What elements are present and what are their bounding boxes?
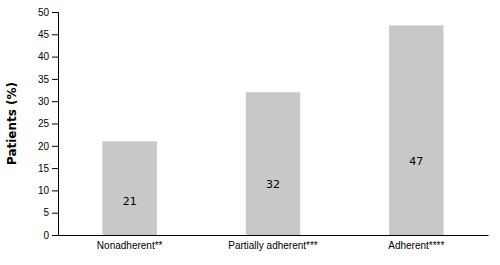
x-axis: Nonadherent** Partially adherent*** Adhere… [59, 235, 489, 251]
tick-mark [52, 190, 58, 191]
tick: 40 [38, 51, 58, 62]
tick-mark [52, 146, 58, 147]
tick-mark [52, 34, 58, 35]
plot: 0 5 10 15 20 25 30 35 40 45 50 Nonadherent** Partial… [38, 7, 489, 251]
tick: 5 [43, 207, 58, 218]
tick: 0 [43, 230, 58, 241]
tick-label: 35 [38, 74, 50, 85]
tick-label: 25 [38, 118, 50, 129]
data-labels: 21 32 47 [123, 155, 424, 209]
bars [102, 25, 443, 235]
tick-mark [52, 213, 58, 214]
tick-label: 10 [38, 185, 50, 196]
data-label: 32 [266, 178, 280, 191]
tick-label: 50 [38, 7, 50, 18]
bar [389, 25, 443, 235]
tick-mark [52, 168, 58, 169]
tick-mark [52, 101, 58, 102]
y-axis: 0 5 10 15 20 25 30 35 40 45 50 [38, 7, 59, 241]
tick-mark [52, 12, 58, 13]
tick: 10 [38, 185, 58, 196]
bar [102, 141, 156, 235]
axis-line [52, 13, 59, 236]
tick-label: 20 [38, 141, 50, 152]
tick: Partially adherent*** [228, 235, 318, 251]
tick-label: 0 [43, 230, 49, 241]
tick: Nonadherent** [97, 235, 163, 251]
tick-label: Nonadherent** [97, 240, 163, 251]
axis-line [59, 235, 489, 236]
data-label: 47 [409, 155, 423, 168]
tick-mark [52, 235, 58, 236]
tick: Adherent**** [388, 235, 444, 251]
tick: 50 [38, 7, 58, 18]
tick-label: 45 [38, 29, 50, 40]
tick: 45 [38, 29, 58, 40]
data-label: 21 [123, 195, 137, 208]
tick: 15 [38, 163, 58, 174]
tick: 30 [38, 96, 58, 107]
tick-label: 15 [38, 163, 50, 174]
tick-label: 5 [43, 207, 49, 218]
axis-title: Patients (%) [5, 82, 19, 165]
tick-mark [52, 124, 58, 125]
tick-mark [52, 79, 58, 80]
tick: 35 [38, 74, 58, 85]
tick: 20 [38, 141, 58, 152]
tick-label: Adherent**** [388, 240, 444, 251]
tick: 25 [38, 118, 58, 129]
chart: 0 5 10 15 20 25 30 35 40 45 50 Nonadherent** Partial… [0, 0, 500, 265]
tick-mark [52, 57, 58, 58]
tick-label: 30 [38, 96, 50, 107]
tick-label: Partially adherent*** [228, 240, 318, 251]
bar [246, 92, 300, 235]
tick-label: 40 [38, 51, 50, 62]
